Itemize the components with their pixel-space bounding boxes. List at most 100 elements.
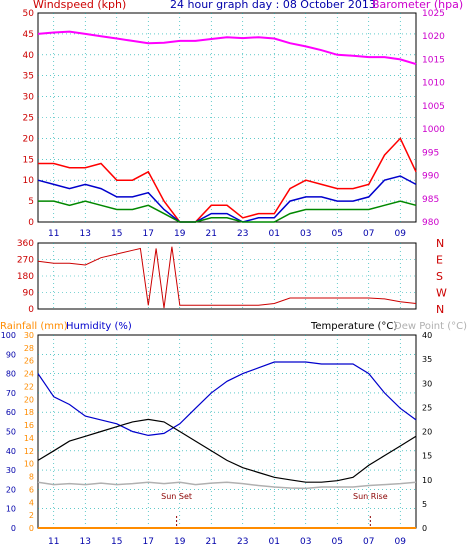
rainfall-tick-label: 18 [24,408,34,417]
windspeed-tick-label: 10 [23,176,35,186]
series-line-wind-green [38,200,417,223]
temperature-tick-label: 15 [422,452,432,461]
barometer-axis-label: Barometer (hpa) [372,0,463,11]
windspeed-tick-label: 30 [23,93,35,103]
rainfall-tick-label: 10 [24,460,34,469]
humidity-tick-label: 80 [6,370,16,379]
series-line-humidity [37,361,417,437]
temperature-tick-label: 25 [422,403,432,412]
humidity-axis-label: Humidity (%) [66,321,132,332]
rainfall-tick-label: 6 [29,485,34,494]
time-tick-label: 21 [206,537,217,547]
series-line-gust [37,175,417,223]
temperature-tick-label: 40 [422,331,432,340]
time-tick-label: 23 [237,229,248,239]
direction-tick-label: 180 [17,272,34,282]
time-tick-label: 09 [395,229,407,239]
time-tick-label: 17 [143,229,154,239]
humidity-tick-label: 20 [6,485,16,494]
time-tick-label: 01 [269,229,280,239]
temperature-tick-label: 5 [422,500,427,509]
humidity-tick-label: 50 [6,428,16,437]
compass-label: W [436,287,447,300]
windspeed-tick-label: 0 [28,218,34,228]
rainfall-tick-label: 0 [29,524,34,533]
time-tick-label: 19 [174,537,186,547]
humidity-ticks: 0 10 20 30 40 50 60 70 80 90 100 [1,331,16,533]
time-tick-label: 03 [300,229,311,239]
wind-panel-grid [38,13,416,222]
time-tick-label: 19 [174,229,186,239]
graph-title: 24 hour graph day : 08 October 2013 [170,0,376,11]
barometer-tick-label: 980 [422,218,439,228]
humidity-tick-label: 30 [6,466,16,475]
rainfall-tick-label: 12 [24,447,34,456]
sun-rise-label: Sun Rise [353,492,388,501]
barometer-tick-label: 995 [422,148,439,158]
rainfall-axis-label: Rainfall (mm) [0,321,68,332]
temperature-ticks: 0 5 10 15 20 25 30 35 40 [422,331,432,533]
time-tick-label: 03 [300,537,311,547]
humidity-tick-label: 40 [6,447,16,456]
barometer-tick-label: 1000 [422,125,445,135]
time-tick-label: 01 [269,537,280,547]
windspeed-ticks: 0 5 10 15 20 25 30 35 40 45 50 [23,9,35,228]
humidity-tick-label: 10 [6,505,16,514]
compass-label: N [436,237,444,250]
rainfall-tick-label: 24 [24,370,34,379]
time-tick-label: 07 [363,229,374,239]
time-tick-label: 17 [143,537,154,547]
direction-tick-label: 270 [17,256,34,266]
humidity-tick-label: 0 [11,524,16,533]
humidity-tick-label: 70 [6,389,16,398]
time-tick-label: 05 [332,229,343,239]
time-tick-label: 23 [237,537,248,547]
windspeed-tick-label: 40 [23,51,35,61]
temp-panel-series [37,361,417,529]
time-tick-label: 15 [111,537,122,547]
temperature-tick-label: 35 [422,355,432,364]
time-tick-label: 11 [48,537,59,547]
series-line-barometer [37,30,417,66]
time-tick-label: 15 [111,229,122,239]
humidity-tick-label: 90 [6,350,16,359]
temperature-tick-label: 10 [422,476,432,485]
wind-panel-time-labels: 11 13 15 17 19 21 23 01 03 05 07 09 [48,229,406,239]
windspeed-tick-label: 20 [23,134,35,144]
dewpoint-axis-label: Dew Point (°C) [394,321,467,332]
wind-panel-series [37,30,417,223]
direction-tick-label: 0 [28,305,34,315]
humidity-tick-label: 60 [6,408,16,417]
compass-label: E [436,254,443,267]
time-tick-label: 21 [206,229,217,239]
windspeed-tick-label: 45 [23,30,34,40]
rainfall-tick-label: 4 [29,498,34,507]
rainfall-tick-label: 26 [24,357,34,366]
sun-set-label: Sun Set [161,492,192,501]
temp-panel-time-labels: 11 13 15 17 19 21 23 01 03 05 07 09 [48,537,406,547]
windspeed-tick-label: 50 [23,9,35,19]
rainfall-tick-label: 22 [24,382,34,391]
temperature-tick-label: 20 [422,428,432,437]
series-line-direction [37,246,417,309]
windspeed-tick-label: 35 [23,72,34,82]
time-tick-label: 05 [332,537,343,547]
time-tick-label: 13 [80,537,91,547]
temperature-axis-label: Temperature (°C) [310,321,397,332]
barometer-tick-label: 1020 [422,32,445,42]
temperature-tick-label: 30 [422,379,432,388]
barometer-ticks: 980 985 990 995 1000 1005 1010 1015 1020 1025 [422,9,445,228]
barometer-tick-label: 1015 [422,55,445,65]
direction-tick-label: 360 [17,239,34,249]
barometer-tick-label: 1005 [422,102,445,112]
humidity-tick-label: 100 [1,331,16,340]
temperature-tick-label: 0 [422,524,427,533]
windspeed-axis-label: Windspeed (kph) [33,0,126,11]
rainfall-tick-label: 20 [24,395,34,404]
compass-label: N [436,303,444,316]
windspeed-tick-label: 5 [28,197,34,207]
windspeed-tick-label: 15 [23,155,34,165]
rainfall-tick-label: 14 [24,434,34,443]
compass-label: S [436,270,443,283]
